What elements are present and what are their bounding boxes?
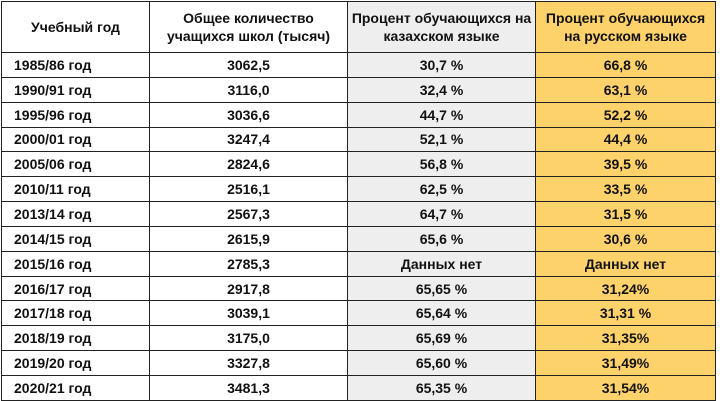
- year-cell: 2017/18 год: [1, 300, 150, 327]
- total-students-cell: 3116,0: [149, 76, 348, 103]
- total-students-cell: 3247,4: [149, 126, 348, 153]
- table-row: 2020/21 год 3481,3 65,35 % 31,54%: [1, 374, 716, 401]
- total-students-cell: 2615,9: [149, 225, 348, 252]
- russian-percent-cell: 33,5 %: [535, 176, 716, 203]
- total-students-cell: 2917,8: [149, 275, 348, 302]
- kazakh-percent-cell: 56,8 %: [347, 151, 536, 178]
- table-row: 1985/86 год 3062,5 30,7 % 66,8 %: [1, 52, 716, 78]
- russian-percent-cell: 31,5 %: [535, 201, 716, 227]
- total-students-cell: 3039,1: [149, 300, 348, 327]
- year-cell: 2018/19 год: [1, 325, 150, 352]
- header-kazakh-percent: Процент обучающихся на казахском языке: [347, 1, 536, 53]
- year-cell: 1990/91 год: [1, 76, 150, 103]
- table-row: 2015/16 год 2785,3 Данных нет Данных нет: [1, 250, 716, 277]
- year-cell: 2016/17 год: [1, 275, 150, 302]
- total-students-cell: 3175,0: [149, 325, 348, 352]
- table-row: 2013/14 год 2567,3 64,7 % 31,5 %: [1, 201, 716, 227]
- table-row: 1990/91 год 3116,0 32,4 % 63,1 %: [1, 76, 716, 103]
- russian-percent-cell: 44,4 %: [535, 126, 716, 153]
- russian-percent-cell: 31,24%: [535, 275, 716, 302]
- kazakh-percent-cell: 64,7 %: [347, 201, 536, 227]
- header-total-students: Общее количество учащихся школ (тысяч): [149, 1, 348, 53]
- year-cell: 1995/96 год: [1, 101, 150, 128]
- year-cell: 2005/06 год: [1, 151, 150, 178]
- russian-percent-cell: 31,54%: [535, 374, 716, 401]
- year-cell: 2015/16 год: [1, 250, 150, 277]
- kazakh-percent-cell: Данных нет: [347, 250, 536, 277]
- russian-percent-cell: 30,6 %: [535, 225, 716, 252]
- header-school-year: Учебный год: [1, 1, 150, 53]
- total-students-cell: 3062,5: [149, 52, 348, 78]
- year-cell: 1985/86 год: [1, 52, 150, 78]
- total-students-cell: 2567,3: [149, 201, 348, 227]
- total-students-cell: 3036,6: [149, 101, 348, 128]
- year-cell: 2019/20 год: [1, 350, 150, 376]
- kazakh-percent-cell: 65,65 %: [347, 275, 536, 302]
- table-row: 2018/19 год 3175,0 65,69 % 31,35%: [1, 325, 716, 352]
- table-body: 1985/86 год 3062,5 30,7 % 66,8 % 1990/91 год…: [1, 52, 716, 401]
- table-row: 2016/17 год 2917,8 65,65 % 31,24%: [1, 275, 716, 302]
- russian-percent-cell: 31,35%: [535, 325, 716, 352]
- total-students-cell: 3327,8: [149, 350, 348, 376]
- total-students-cell: 2824,6: [149, 151, 348, 178]
- kazakh-percent-cell: 65,35 %: [347, 374, 536, 401]
- table-row: 2000/01 год 3247,4 52,1 % 44,4 %: [1, 126, 716, 153]
- russian-percent-cell: 66,8 %: [535, 52, 716, 78]
- russian-percent-cell: 39,5 %: [535, 151, 716, 178]
- russian-percent-cell: 31,49%: [535, 350, 716, 376]
- kazakh-percent-cell: 65,64 %: [347, 300, 536, 327]
- table-row: 2017/18 год 3039,1 65,64 % 31,31 %: [1, 300, 716, 327]
- russian-percent-cell: 31,31 %: [535, 300, 716, 327]
- table-row: 2014/15 год 2615,9 65,6 % 30,6 %: [1, 225, 716, 252]
- header-row: Учебный год Общее количество учащихся шк…: [1, 1, 716, 53]
- table-row: 2019/20 год 3327,8 65,60 % 31,49%: [1, 350, 716, 376]
- russian-percent-cell: Данных нет: [535, 250, 716, 277]
- total-students-cell: 3481,3: [149, 374, 348, 401]
- year-cell: 2013/14 год: [1, 201, 150, 227]
- table-row: 2010/11 год 2516,1 62,5 % 33,5 %: [1, 176, 716, 203]
- year-cell: 2010/11 год: [1, 176, 150, 203]
- table-header: Учебный год Общее количество учащихся шк…: [1, 1, 716, 53]
- header-russian-percent: Процент обучающихся на русском языке: [535, 1, 716, 53]
- russian-percent-cell: 52,2 %: [535, 101, 716, 128]
- year-cell: 2000/01 год: [1, 126, 150, 153]
- table-row: 2005/06 год 2824,6 56,8 % 39,5 %: [1, 151, 716, 178]
- kazakh-percent-cell: 65,60 %: [347, 350, 536, 376]
- russian-percent-cell: 63,1 %: [535, 76, 716, 103]
- kazakh-percent-cell: 52,1 %: [347, 126, 536, 153]
- kazakh-percent-cell: 65,6 %: [347, 225, 536, 252]
- kazakh-percent-cell: 44,7 %: [347, 101, 536, 128]
- kazakh-percent-cell: 30,7 %: [347, 52, 536, 78]
- total-students-cell: 2785,3: [149, 250, 348, 277]
- kazakh-percent-cell: 32,4 %: [347, 76, 536, 103]
- total-students-cell: 2516,1: [149, 176, 348, 203]
- kazakh-percent-cell: 65,69 %: [347, 325, 536, 352]
- year-cell: 2014/15 год: [1, 225, 150, 252]
- table-row: 1995/96 год 3036,6 44,7 % 52,2 %: [1, 101, 716, 128]
- kazakh-percent-cell: 62,5 %: [347, 176, 536, 203]
- year-cell: 2020/21 год: [1, 374, 150, 401]
